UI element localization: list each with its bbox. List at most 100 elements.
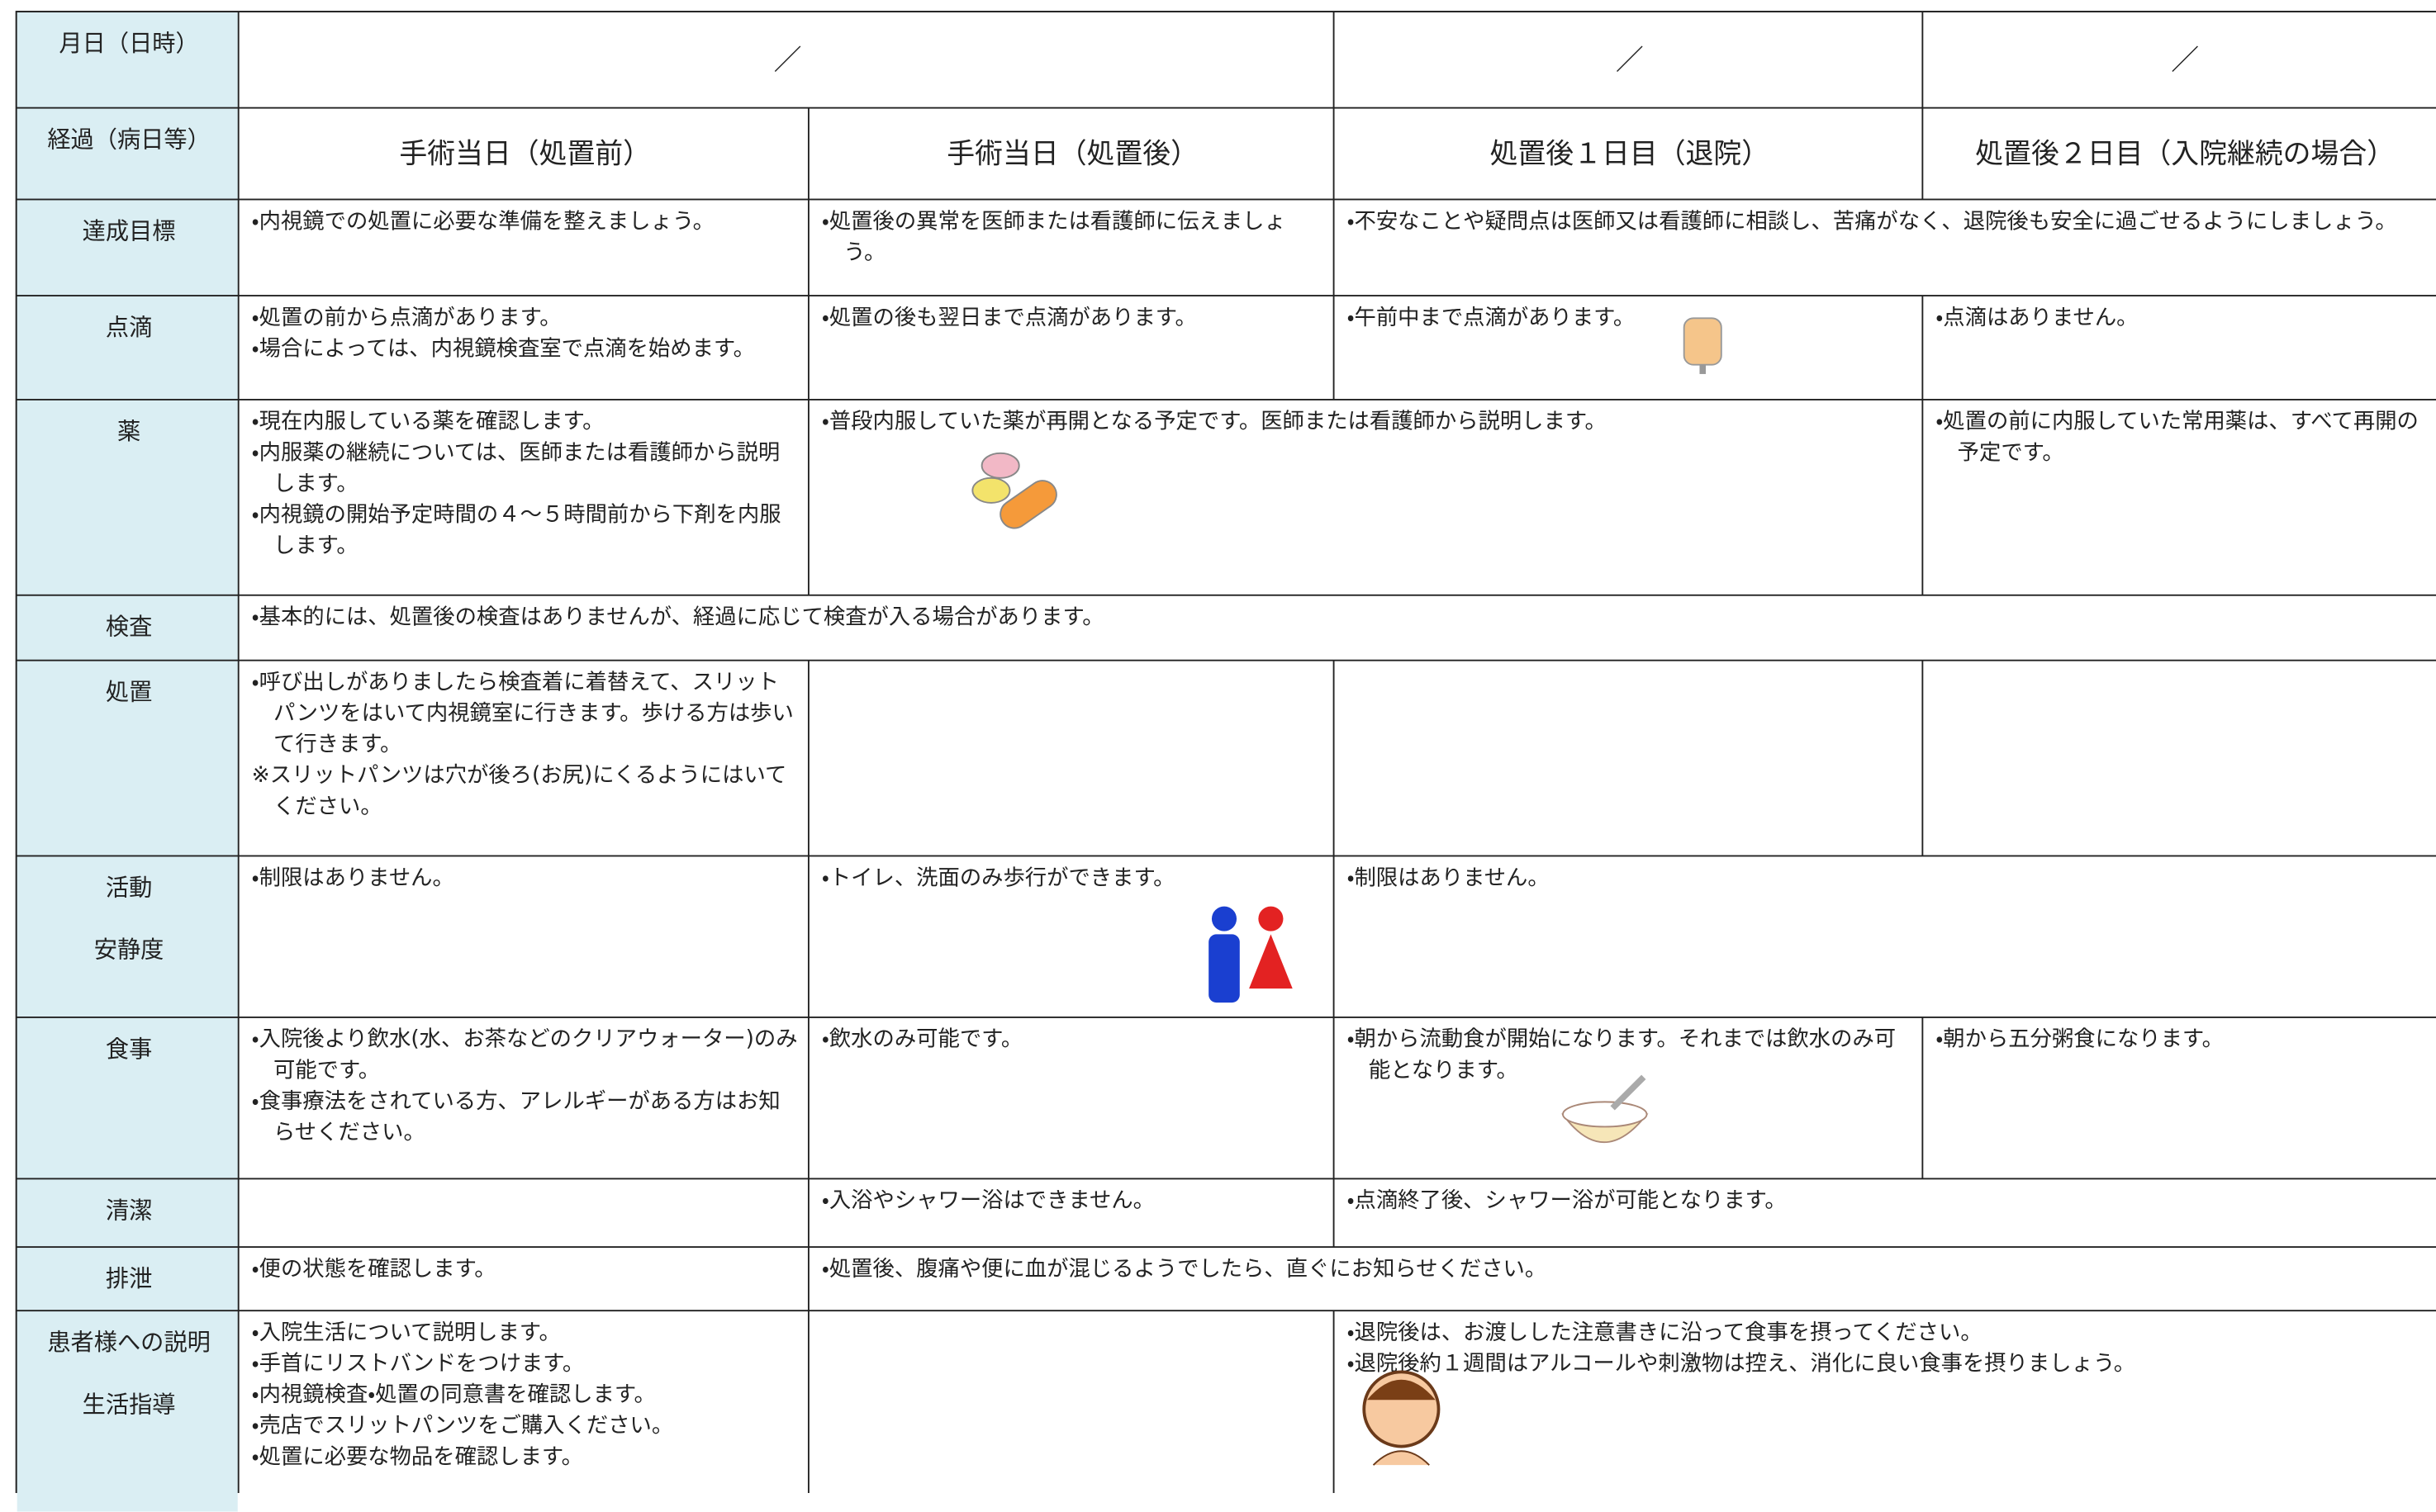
restroom-icon (1209, 906, 1293, 1003)
row-label: 活動 安静度 (17, 856, 238, 1017)
pill-icon (971, 452, 1057, 529)
row-label: 薬 (17, 400, 238, 595)
content-cell: ・処置後の異常を医師または看護師に伝えましょう。 (809, 200, 1333, 296)
item-text: ・普段内服していた薬が再開となる予定です。医師または看護師から説明します。 (821, 410, 1607, 435)
content-cell: ・処置後、腹痛や便に血が混じるようでしたら、直ぐにお知らせください。 (809, 1248, 2436, 1311)
content-cell: ・退院後は、お渡しした注意書きに沿って食事を摂ってください。 ・退院後約１週間はア… (1334, 1311, 2436, 1512)
phase-cell: 処置後２日目（入院継続の場合） (1923, 108, 2436, 199)
row-label: 排泄 (17, 1248, 238, 1311)
item-text: ・朝から五分粥食になります。 (1935, 1027, 2224, 1053)
item-text: ・呼び出しがありましたら検査着に着替えて、スリットパンツをはいて内視鏡室に行きま… (251, 670, 794, 758)
item-text: ・入院生活について説明します。 (251, 1320, 561, 1346)
item-text: ・処置の前から点滴があります。 (251, 306, 562, 331)
item-text: ・内視鏡での処置に必要な準備を整えましょう。 (251, 209, 715, 235)
content-cell: ・内視鏡での処置に必要な準備を整えましょう。 (239, 200, 808, 296)
content-cell (239, 1179, 808, 1247)
content-cell: ・現在内服している薬を確認します。・内服薬の継続については、医師または看護師から… (239, 400, 808, 595)
item-text: ・飲水のみ可能です。 (821, 1027, 1023, 1053)
drip-icon (1683, 317, 1722, 374)
item-text: ・売店でスリットパンツをご購入ください。 (251, 1414, 674, 1439)
date-cell: ／ (239, 12, 1333, 107)
item-text: ・午前中まで点滴があります。 (1346, 306, 1636, 331)
phase-cell: 手術当日（処置後） (809, 108, 1333, 199)
content-cell: ・制限はありません。 (239, 856, 808, 1017)
row-label-line: 生活指導 (82, 1390, 176, 1419)
phase-cell: 処置後１日目（退院） (1334, 108, 1922, 199)
content-cell (809, 661, 1333, 856)
content-cell: ・朝から五分粥食になります。 (1923, 1017, 2436, 1178)
row-label: 月日（日時） (17, 12, 238, 107)
item-text: ・朝から流動食が開始になります。それまでは飲水のみ可能となります。 (1346, 1027, 1897, 1083)
row-label-line: 検査 (105, 613, 153, 642)
content-cell (1923, 661, 2436, 856)
content-cell: ・飲水のみ可能です。 (809, 1017, 1333, 1178)
item-text: ・トイレ、洗面のみ歩行ができます。 (821, 865, 1175, 891)
item-text: ・入院後より飲水(水、お茶などのクリアウォーター)のみ可能です。 (251, 1027, 798, 1083)
row-label-line: 患者様への説明 (47, 1328, 211, 1357)
row-label-line: 薬 (116, 417, 141, 446)
row-label-line: 清潔 (105, 1197, 153, 1225)
bowl-icon (1561, 1074, 1649, 1143)
item-text: ・制限はありません。 (1346, 865, 1550, 891)
content-cell: ・点滴終了後、シャワー浴が可能となります。 (1334, 1179, 2436, 1247)
item-text: ・食事療法をされている方、アレルギーがある方はお知らせください。 (251, 1089, 781, 1145)
content-cell (809, 1311, 1333, 1512)
item-text: ・内服薬の継続については、医師または看護師から説明します。 (251, 440, 781, 497)
content-cell: ・便の状態を確認します。 (239, 1248, 808, 1311)
item-text: ・点滴はありません。 (1935, 306, 2139, 331)
item-text: ・処置の後も翌日まで点滴があります。 (821, 306, 1197, 331)
item-text: ・退院後約１週間はアルコールや刺激物は控え、消化に良い食事を摂りましょう。 (1346, 1351, 2136, 1377)
row-label: 患者様への説明 生活指導 (17, 1311, 238, 1512)
row-label: 経過（病日等） (17, 108, 238, 199)
row-label-line: 達成目標 (82, 217, 176, 245)
item-text: ・処置の前に内服していた常用薬は、すべて再開の予定です。 (1935, 410, 2419, 466)
row-label: 処置 (17, 661, 238, 856)
item-text: ・処置に必要な物品を確認します。 (251, 1444, 583, 1470)
content-cell: ・入院後より飲水(水、お茶などのクリアウォーター)のみ可能です。 ・食事療法をされ… (239, 1017, 808, 1178)
item-text: ・処置後の異常を医師または看護師に伝えましょう。 (821, 209, 1286, 266)
row-label: 食事 (17, 1017, 238, 1178)
item-text: ・現在内服している薬を確認します。 (251, 410, 605, 435)
date-cell: ／ (1923, 12, 2436, 107)
content-cell: ・点滴はありません。 (1923, 296, 2436, 400)
content-cell: ・入浴やシャワー浴はできません。 (809, 1179, 1333, 1247)
item-text: ・便の状態を確認します。 (251, 1257, 496, 1282)
item-text: ・基本的には、処置後の検査はありませんが、経過に応じて検査が入る場合があります。 (251, 604, 1104, 631)
item-text: ・場合によっては、内視鏡検査室で点滴を始めます。 (251, 336, 755, 362)
item-text: ・処置後、腹痛や便に血が混じるようでしたら、直ぐにお知らせください。 (821, 1257, 1547, 1282)
item-text: ※スリットパンツは穴が後ろ(お尻)にくるようにはいてください。 (251, 763, 787, 820)
row-label-line: 安静度 (93, 936, 164, 965)
content-cell: ・処置の前から点滴があります。・場合によっては、内視鏡検査室で点滴を始めます。 (239, 296, 808, 400)
row-label-line: 点滴 (105, 313, 153, 342)
row-label: 清潔 (17, 1179, 238, 1247)
item-text: ・入浴やシャワー浴はできません。 (821, 1188, 1156, 1214)
row-label: 検査 (17, 595, 238, 660)
date-cell: ／ (1334, 12, 1922, 107)
content-cell: ・処置の前に内服していた常用薬は、すべて再開の予定です。 (1923, 400, 2436, 595)
item-text: ・制限はありません。 (251, 865, 454, 891)
row-label-line: 排泄 (105, 1264, 153, 1293)
item-text: ・不安なことや疑問点は医師又は看護師に相談し、苦痛がなく、退院後も安全に過ごせる… (1346, 209, 2397, 235)
content-cell: ・トイレ、洗面のみ歩行ができます。 (809, 856, 1333, 1017)
item-text: ・内視鏡検査・処置の同意書を確認します。 (251, 1382, 656, 1408)
item-text: ・点滴終了後、シャワー浴が可能となります。 (1346, 1188, 1787, 1214)
content-cell: ・午前中まで点滴があります。 (1334, 296, 1922, 400)
row-label-line: 活動 (105, 874, 153, 902)
content-cell: ・呼び出しがありましたら検査着に着替えて、スリットパンツをはいて内視鏡室に行きま… (239, 661, 808, 856)
phase-cell: 手術当日（処置前） (239, 108, 808, 199)
content-cell: ・朝から流動食が開始になります。それまでは飲水のみ可能となります。 (1334, 1017, 1922, 1178)
content-cell: ・制限はありません。 (1334, 856, 2436, 1017)
row-label-line: 処置 (105, 678, 153, 707)
item-text: ・内視鏡の開始予定時間の４～５時間前から下剤を内服します。 (251, 502, 781, 559)
pathway-table: 月日（日時）／／／経過（病日等） 手術当日（処置前） 手術当日（処置後） 処置後１日目… (15, 11, 2436, 1512)
row-label: 点滴 (17, 296, 238, 400)
item-text: ・手首にリストバンドをつけます。 (251, 1351, 585, 1377)
content-cell (1334, 661, 1922, 856)
content-cell: ・処置の後も翌日まで点滴があります。 (809, 296, 1333, 400)
row-label-line: 食事 (105, 1035, 153, 1064)
content-cell: ・不安なことや疑問点は医師又は看護師に相談し、苦痛がなく、退院後も安全に過ごせる… (1334, 200, 2436, 296)
row-label: 達成目標 (17, 200, 238, 296)
content-cell: ・入院生活について説明します。 ・手首にリストバンドをつけます。・内視鏡検査・処置… (239, 1311, 808, 1512)
